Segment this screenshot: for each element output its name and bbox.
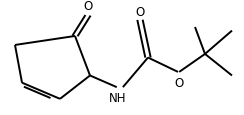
- Text: NH: NH: [109, 92, 127, 104]
- Text: O: O: [135, 6, 145, 19]
- Text: O: O: [175, 76, 184, 89]
- Text: O: O: [83, 0, 93, 13]
